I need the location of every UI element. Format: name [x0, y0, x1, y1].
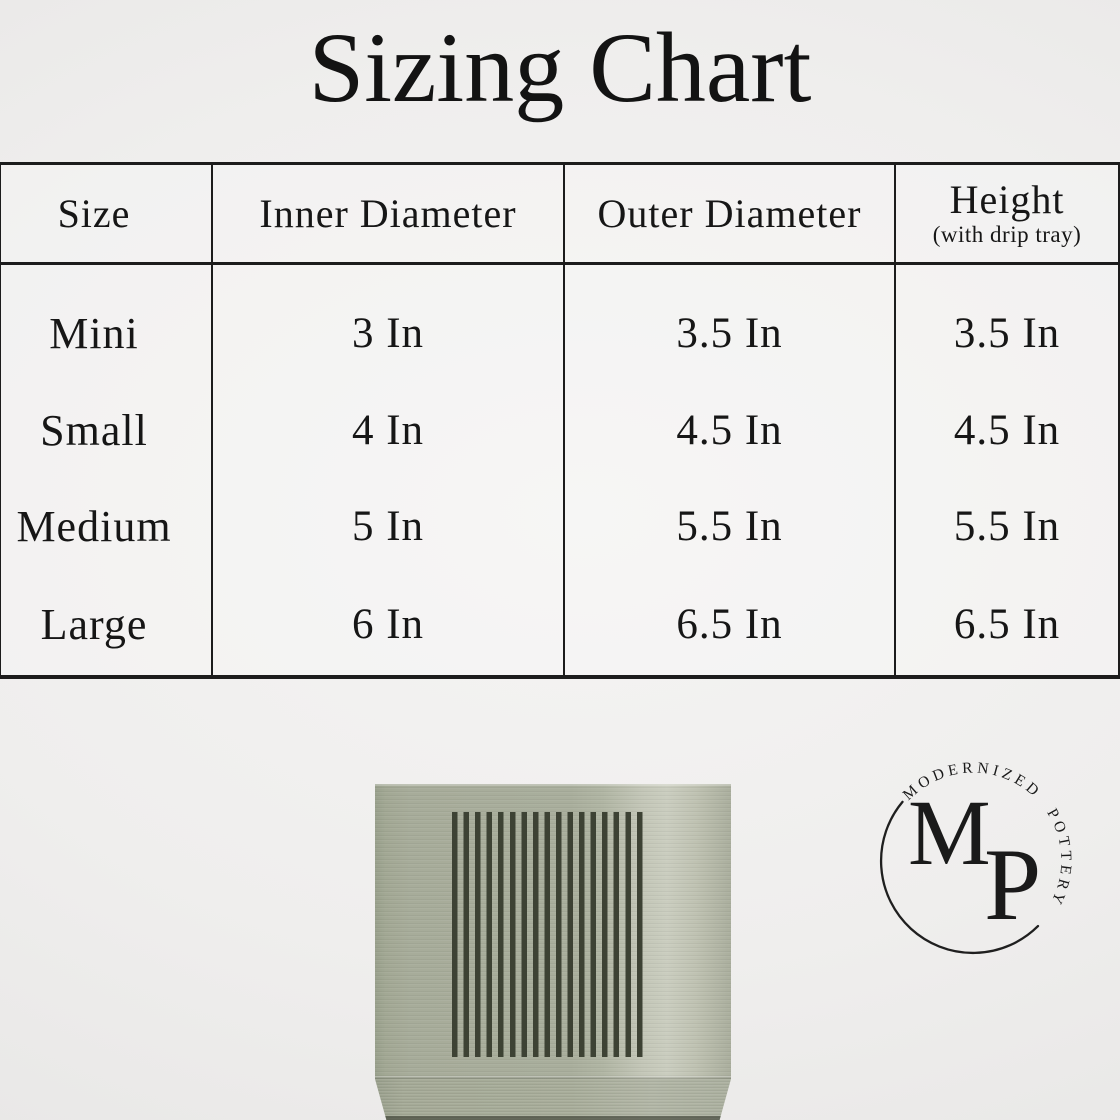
planter-slat-grooves — [452, 812, 643, 1057]
outer-diameter-cell: 6.5 In — [565, 574, 896, 675]
column-header-inner-diameter: Inner Diameter — [213, 165, 565, 265]
planter-top-rim — [375, 784, 731, 786]
column-header-size-label: Size — [57, 190, 131, 236]
logo-monogram-m: M — [908, 782, 991, 885]
inner-diameter-cell: 4 In — [213, 383, 565, 478]
height-cell: 4.5 In — [953, 407, 1061, 454]
column-header-height-label: Height — [949, 177, 1065, 223]
logo-circle-arc — [879, 800, 1040, 955]
height-cell: 5.5 In — [953, 502, 1061, 550]
column-header-inner-diameter-label: Inner Diameter — [259, 190, 517, 236]
outer-diameter-cell: 4.5 In — [565, 383, 896, 478]
sizing-table: Size Inner Diameter Outer Diameter Heigh… — [0, 162, 1120, 679]
height-cell: 6.5 In — [953, 601, 1061, 648]
size-cell: Small — [1, 383, 213, 478]
size-cell: Medium — [1, 478, 213, 574]
size-cell: Mini — [1, 265, 213, 383]
outer-diameter-cell: 3.5 In — [565, 265, 896, 383]
size-cell: Large — [1, 574, 213, 675]
inner-diameter-cell: 3 In — [213, 265, 565, 383]
planter-product-image — [375, 784, 731, 1079]
column-header-height-sublabel: (with drip tray) — [932, 222, 1082, 248]
brand-logo: MODERNIZED POTTERY M P — [879, 759, 1070, 955]
height-cell: 3.5 In — [953, 309, 1061, 357]
logo-monogram-p: P — [984, 828, 1041, 942]
column-header-outer-diameter: Outer Diameter — [565, 165, 896, 265]
column-header-outer-diameter-label: Outer Diameter — [597, 190, 862, 236]
page-title: Sizing Chart — [308, 12, 812, 123]
outer-diameter-cell: 5.5 In — [565, 478, 896, 574]
planter-drip-tray — [375, 1079, 731, 1120]
column-header-size: Size — [1, 165, 213, 265]
inner-diameter-cell: 6 In — [213, 574, 565, 675]
column-header-height: Height (with drip tray) — [896, 165, 1118, 265]
inner-diameter-cell: 5 In — [213, 478, 565, 574]
